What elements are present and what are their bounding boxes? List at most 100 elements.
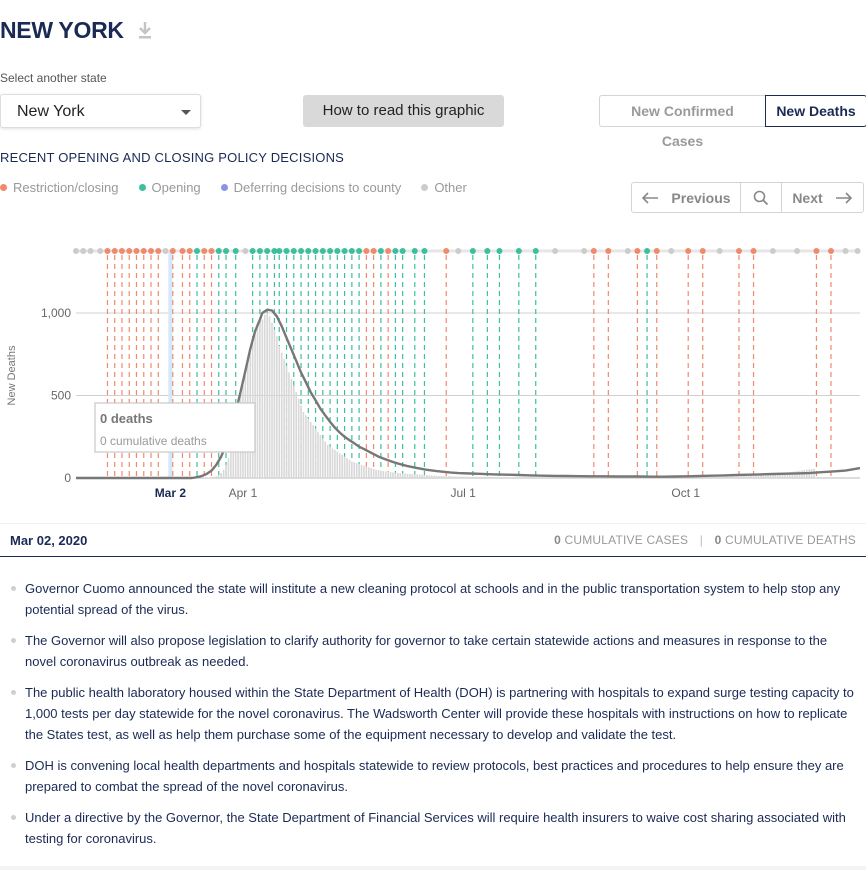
daily-bar <box>384 471 387 478</box>
daily-bar <box>563 477 566 478</box>
daily-bar <box>307 418 310 478</box>
list-item: Governor Cuomo announced the state will … <box>0 578 866 620</box>
previous-button[interactable]: Previous <box>632 183 741 212</box>
daily-bar <box>394 472 397 478</box>
daily-bar <box>774 473 777 478</box>
cumulative-cases-label: CUMULATIVE CASES <box>564 533 689 547</box>
daily-bar <box>377 470 380 478</box>
daily-bar <box>597 477 600 478</box>
policy-event-dot <box>854 248 861 254</box>
daily-bar <box>755 475 757 478</box>
policy-event-dot <box>87 248 94 254</box>
policy-event-dot <box>605 248 612 254</box>
legend-label: Other <box>434 180 467 195</box>
daily-bar <box>358 463 360 478</box>
policy-event-dot <box>590 248 597 254</box>
policy-event-dot <box>377 248 384 254</box>
daily-bar <box>561 477 564 478</box>
daily-bar <box>440 476 443 478</box>
daily-bar <box>493 477 496 478</box>
policy-event-dot <box>169 248 176 254</box>
bullet-icon <box>11 690 16 695</box>
state-select[interactable]: New York <box>0 94 201 128</box>
daily-bar <box>421 474 423 478</box>
daily-bar <box>554 477 556 478</box>
daily-bar <box>745 475 748 478</box>
state-select-value: New York <box>17 103 85 120</box>
daily-bar <box>285 365 288 478</box>
daily-bar <box>505 477 508 478</box>
tooltip-box <box>94 402 256 453</box>
policy-event-dot <box>341 248 348 254</box>
how-to-read-button[interactable]: How to read this graphic <box>303 95 504 127</box>
policy-event-dot <box>813 248 820 254</box>
new-confirmed-cases-button[interactable]: New Confirmed Cases <box>599 95 765 149</box>
daily-bar <box>305 415 307 478</box>
daily-bar <box>551 477 554 478</box>
daily-bar <box>404 473 406 478</box>
daily-bar <box>721 476 723 478</box>
daily-bar <box>588 477 590 478</box>
list-item: DOH is convening local health department… <box>0 755 866 797</box>
daily-bar <box>537 477 539 478</box>
x-tick-label: Mar 2 <box>155 486 187 500</box>
policy-event-dot <box>208 248 215 254</box>
daily-bar <box>694 477 697 478</box>
daily-bar <box>338 453 341 478</box>
daily-bar <box>522 477 525 478</box>
daily-bar <box>215 476 218 478</box>
daily-bar <box>322 438 324 478</box>
daily-bar <box>781 473 784 478</box>
policy-event-dot <box>271 248 278 254</box>
daily-bar <box>789 472 791 478</box>
bullet-icon <box>11 586 16 591</box>
daily-bar <box>351 461 353 478</box>
daily-bar <box>232 436 235 478</box>
daily-bar <box>762 474 765 478</box>
policy-event-dot <box>750 248 757 254</box>
policy-event-dot <box>385 248 392 254</box>
daily-bar <box>273 329 276 478</box>
daily-bar <box>496 477 498 478</box>
policy-event-dot <box>111 248 118 254</box>
daily-bar <box>534 477 537 478</box>
daily-bar <box>585 477 588 478</box>
policy-event-dot <box>264 248 271 254</box>
policy-event-dot <box>283 248 290 254</box>
download-icon[interactable] <box>136 19 154 41</box>
policy-event-dot <box>644 248 651 254</box>
daily-bar <box>735 476 738 478</box>
tooltip-cumulative: 0 cumulative deaths <box>100 434 207 448</box>
daily-bar <box>343 456 346 478</box>
policy-event-dot <box>298 248 305 254</box>
daily-bar <box>268 316 271 478</box>
daily-bar <box>488 477 491 478</box>
daily-bar <box>300 405 302 478</box>
arrow-right-icon <box>835 191 852 204</box>
daily-bar <box>684 477 687 478</box>
date-summary-bar: Mar 02, 2020 0 CUMULATIVE CASES | 0 CUMU… <box>0 523 866 557</box>
daily-bar <box>365 466 368 478</box>
daily-bar <box>757 475 760 478</box>
policy-event-dot <box>80 248 87 254</box>
y-tick-label: 1,000 <box>41 306 71 320</box>
daily-bar <box>510 477 513 478</box>
previous-label: Previous <box>671 189 731 206</box>
policy-event-dot <box>348 248 355 254</box>
daily-bar <box>759 474 762 478</box>
daily-bar <box>317 431 319 478</box>
daily-bar <box>740 476 743 478</box>
daily-bar <box>399 473 402 478</box>
policy-event-dot <box>334 248 341 254</box>
list-item: The public health laboratory housed with… <box>0 682 866 745</box>
daily-bar <box>530 477 532 478</box>
daily-bar <box>375 469 377 478</box>
new-deaths-button[interactable]: New Deaths <box>765 95 866 127</box>
daily-bar <box>699 477 702 478</box>
next-button[interactable]: Next <box>782 183 863 212</box>
search-button[interactable] <box>741 183 782 212</box>
daily-bar <box>472 476 474 478</box>
daily-bar <box>370 468 373 478</box>
legend-dot-deferring <box>220 184 228 191</box>
daily-bar <box>292 385 295 478</box>
